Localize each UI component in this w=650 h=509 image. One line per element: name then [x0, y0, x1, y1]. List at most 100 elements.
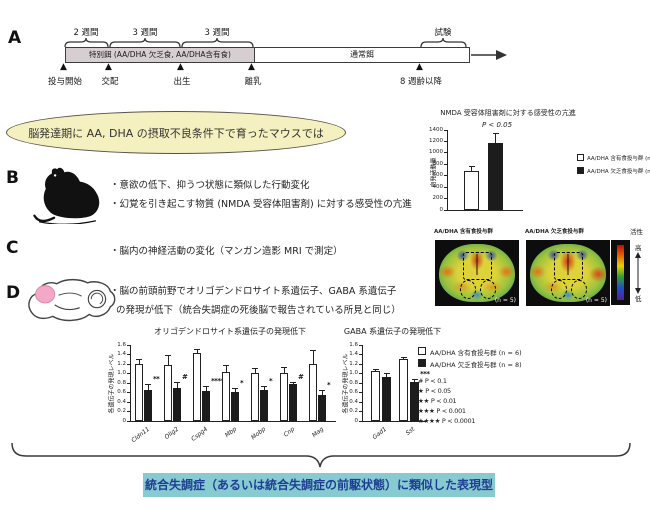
y-tick-mark — [444, 198, 447, 200]
bar-Sst-s0 — [399, 359, 408, 421]
y-tick-label: 600 — [432, 172, 444, 179]
y-tick-mark — [359, 420, 362, 422]
error-whisker — [321, 389, 323, 396]
error-whisker — [176, 382, 178, 388]
y-tick-mark — [359, 401, 362, 403]
special-diet-segment: 特別餌 (AA/DHA 欠乏食, AA/DHA含有食) — [66, 48, 255, 62]
oligo-chart-title: オリゴデンドロサイト系遺伝子の発現低下 — [154, 327, 306, 336]
y-tick-label: 1.2 — [349, 360, 358, 367]
y-tick-label: 0.2 — [349, 408, 358, 414]
error-whisker — [234, 388, 236, 392]
y-tick-mark — [127, 344, 130, 346]
y-tick-label: 0 — [439, 206, 444, 213]
mouse-silhouette-icon — [33, 167, 100, 224]
bracket-3weeks-1 — [109, 37, 181, 48]
legend-label-control: AA/DHA 含有食投与群 (n = 6) — [430, 349, 522, 357]
bar-Mag-s0 — [309, 364, 317, 421]
roi-prefrontal-outline — [463, 252, 492, 280]
nmda-bar-chart: 0 200 400 600 800 1000 1200 1400 — [429, 127, 523, 213]
y-tick-mark — [127, 411, 130, 412]
panel-label-b: B — [6, 168, 19, 188]
significance-mark: * — [240, 379, 244, 388]
error-cap — [252, 367, 258, 369]
midline-slit — [476, 253, 479, 275]
milestone-label: 出生 — [173, 77, 191, 87]
behavior-bullet-2: ・幻覚を引き起こす物質 (NMDA 受容体阻害剤) に対する感受性の亢進 — [110, 199, 412, 210]
y-tick-mark — [127, 420, 130, 422]
timeline-graphics — [64, 37, 507, 60]
roi-prefrontal-outline — [554, 252, 583, 280]
significance-mark: **** — [211, 377, 224, 386]
error-whisker — [386, 372, 387, 378]
roi-left-outline — [550, 279, 567, 300]
y-tick-mark — [444, 152, 447, 154]
significance-mark: # — [182, 373, 188, 382]
error-cap — [136, 358, 142, 360]
error-cap — [261, 386, 267, 388]
bracket-test — [420, 37, 467, 48]
bar-Olig2-s0 — [164, 365, 172, 421]
y-tick-mark — [127, 382, 130, 384]
brain-heatmap-deficient — [530, 244, 606, 302]
duration-label: 2 週間 — [73, 28, 99, 38]
y-tick-mark — [444, 175, 447, 177]
error-whisker — [205, 386, 207, 392]
conclusion-box: 統合失調症（あるいは統合失調症の前駆状態）に類似した表現型 — [143, 473, 495, 497]
sig-key-line: ★★★★ P < 0.0001 — [418, 417, 476, 425]
error-cap — [145, 384, 151, 386]
error-whisker — [263, 386, 265, 390]
panel-label-c: C — [6, 238, 19, 258]
y-tick-mark — [444, 140, 447, 142]
colorbar-low-label: 低 — [635, 295, 642, 303]
colorbar-box — [611, 240, 630, 305]
y-tick-mark — [359, 373, 362, 374]
bar-Gad1-s0 — [371, 371, 380, 421]
nmda-pvalue: P < 0.05 — [481, 121, 513, 129]
y-tick-label: 200 — [432, 195, 444, 202]
roi-right-outline — [480, 279, 497, 300]
y-tick-mark — [444, 209, 447, 211]
behavior-bullet-1: ・意欲の低下、抑うつ状態に類似した行動変化 — [110, 180, 310, 191]
bar-Sst-s1 — [410, 382, 419, 421]
error-whisker — [196, 348, 198, 353]
bar-Gad1-s1 — [382, 377, 391, 421]
milestone-label: 8 週齢以降 — [399, 77, 443, 87]
roi-right-outline — [571, 279, 588, 300]
error-cap — [174, 382, 180, 384]
panel-label-d: D — [6, 283, 21, 303]
y-tick-mark — [127, 354, 130, 355]
y-tick-mark — [444, 129, 447, 131]
error-whisker — [254, 367, 256, 373]
hypothesis-text: 脳発達期に AA, DHA の摂取不良条件下で育ったマウスでは — [28, 126, 324, 140]
bar-Mag-s1 — [318, 395, 326, 421]
error-whisker — [375, 368, 376, 372]
bar-Cspg4-s0 — [193, 352, 201, 421]
error-cap — [223, 365, 229, 367]
y-tick-label: 800 — [432, 160, 444, 167]
duration-label: 3 週間 — [132, 28, 158, 38]
error-cap — [310, 350, 316, 352]
error-cap — [492, 133, 499, 135]
y-tick-mark — [359, 363, 362, 365]
significance-mark: # — [298, 373, 304, 382]
normal-diet-segment: 通常餌 — [255, 48, 469, 62]
colorbar-gradient — [617, 245, 624, 300]
error-whisker — [147, 384, 149, 391]
bar-Cldn11-s1 — [144, 390, 152, 421]
hypothesis-ellipse: 脳発達期に AA, DHA の摂取不良条件下で育ったマウスでは — [6, 111, 346, 154]
y-tick-mark — [127, 363, 130, 365]
test-label: 試験 — [434, 28, 452, 38]
error-cap — [411, 378, 418, 380]
error-cap — [203, 386, 209, 388]
y-tick-label: 400 — [432, 183, 444, 190]
bar-Olig2-s1 — [173, 387, 181, 421]
error-cap — [400, 356, 407, 358]
sig-key-line: ★★ P < 0.01 — [418, 397, 457, 405]
colorbar-title: 活性 — [630, 228, 643, 236]
y-tick-label: 0.2 — [117, 408, 126, 414]
y-tick-label: 0.4 — [349, 398, 358, 405]
legend-swatch-deficient — [418, 359, 426, 367]
y-tick-label: 0.6 — [349, 389, 358, 395]
error-cap — [383, 372, 390, 374]
